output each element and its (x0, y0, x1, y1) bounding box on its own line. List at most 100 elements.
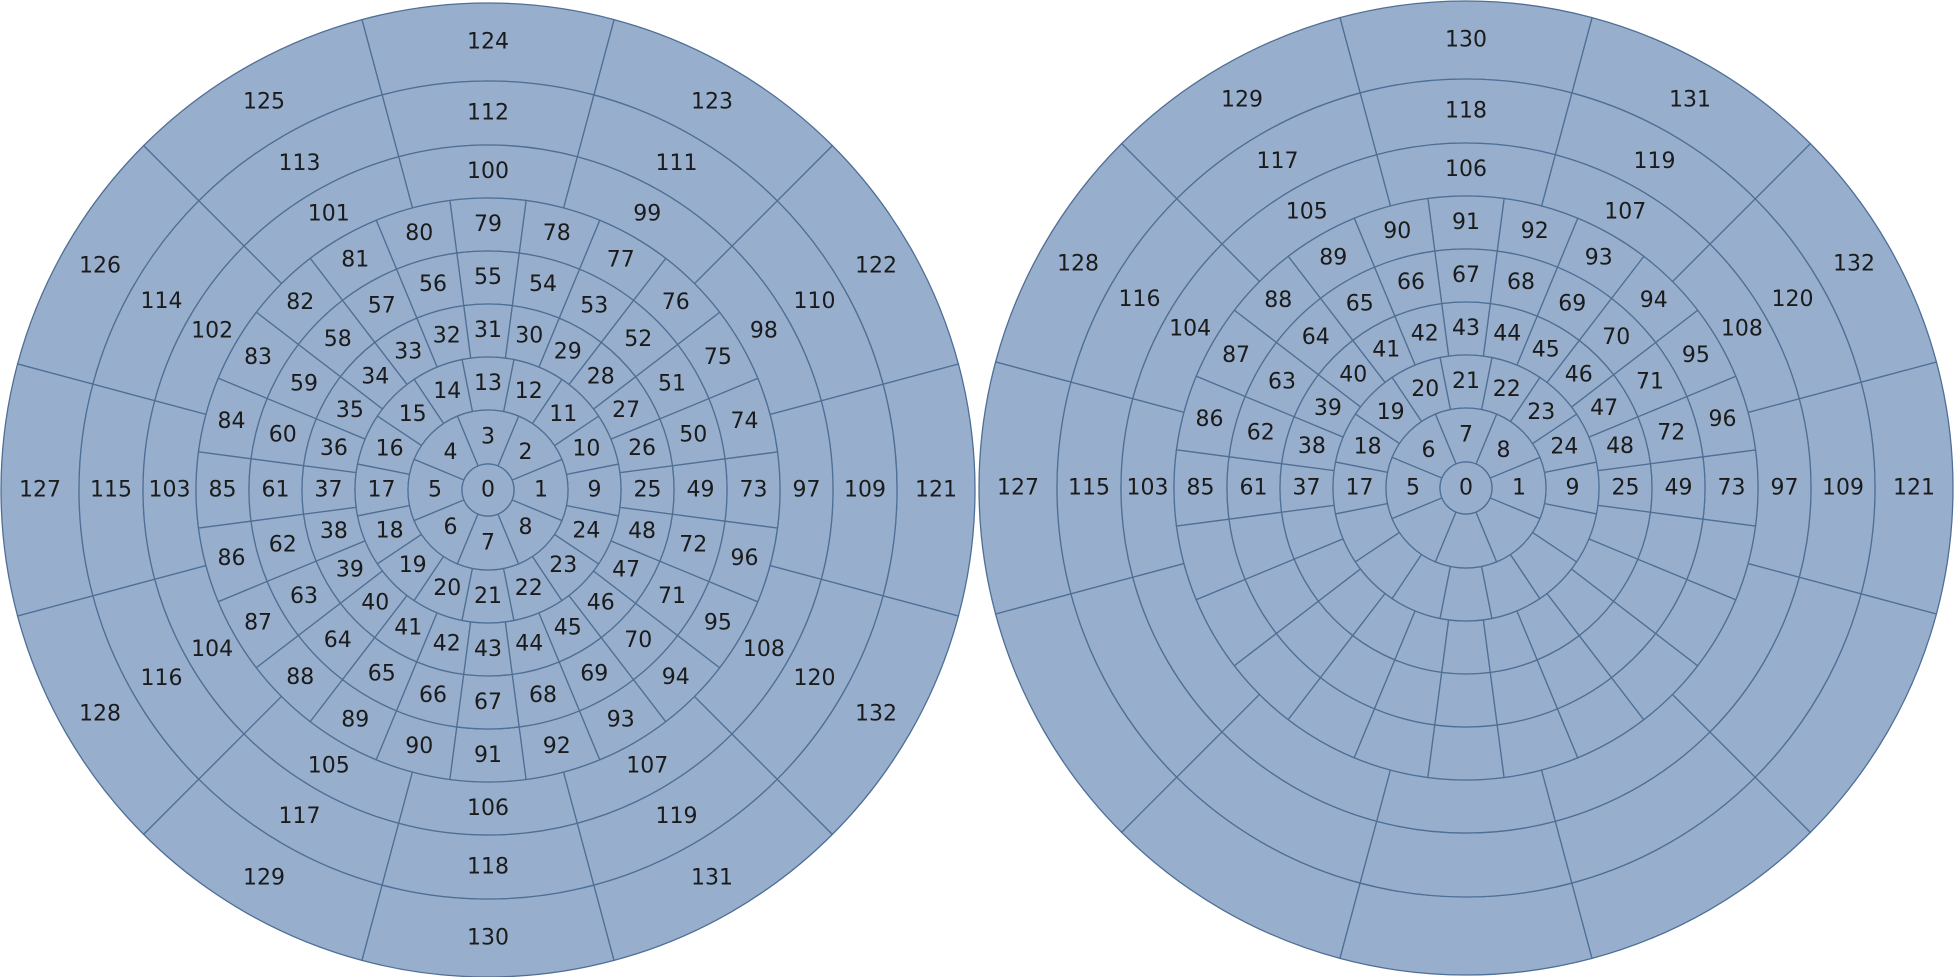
cell-label: 38 (320, 519, 348, 544)
cell-label: 48 (628, 519, 656, 544)
cell-label: 86 (1196, 407, 1224, 432)
cell-label: 18 (1354, 435, 1382, 460)
cell-label: 87 (244, 610, 272, 635)
cell-label: 55 (474, 265, 502, 290)
cell-label: 24 (1550, 435, 1578, 460)
cell-label: 18 (376, 518, 404, 543)
cell-label: 43 (474, 637, 502, 662)
cell-label: 70 (1602, 325, 1630, 350)
cell-label: 113 (279, 151, 321, 176)
cell-label: 104 (191, 637, 233, 662)
cell-label: 46 (587, 590, 615, 615)
cell-label: 43 (1452, 316, 1480, 341)
cell-label: 37 (1293, 476, 1321, 501)
cell-label: 132 (1833, 252, 1875, 277)
cell-label: 36 (320, 436, 348, 461)
cell-label: 45 (554, 616, 582, 641)
cell-label: 68 (529, 683, 557, 708)
cell-label: 31 (474, 318, 502, 343)
cell-label: 118 (467, 855, 509, 880)
cell-label: 127 (19, 478, 61, 503)
cell-label: 51 (658, 371, 686, 396)
cell-label: 6 (444, 515, 458, 540)
cell-label: 128 (1057, 252, 1099, 277)
cell-label: 93 (1585, 246, 1613, 271)
cell (1427, 724, 1505, 781)
cell-label: 97 (793, 478, 821, 503)
cell-label: 33 (394, 339, 422, 364)
cell (1434, 671, 1498, 728)
cell-label: 93 (607, 707, 635, 732)
cell-label: 0 (481, 478, 495, 503)
cell-label: 63 (1268, 369, 1296, 394)
cell-label: 89 (1319, 246, 1347, 271)
cell-label: 68 (1507, 270, 1535, 295)
cell-label: 60 (269, 423, 297, 448)
cell-label: 125 (243, 90, 285, 115)
cell-label: 8 (518, 515, 532, 540)
cell-label: 59 (290, 371, 318, 396)
cell-label: 80 (405, 221, 433, 246)
cell-label: 66 (1397, 270, 1425, 295)
cell-label: 1 (534, 478, 548, 503)
cell-label: 24 (572, 518, 600, 543)
cell-label: 40 (1339, 363, 1367, 388)
cell-label: 13 (474, 371, 502, 396)
cell-label: 129 (243, 865, 285, 890)
cell-label: 71 (658, 584, 686, 609)
cell-label: 38 (1298, 434, 1326, 459)
cell-label: 27 (612, 398, 640, 423)
cell-label: 1 (1512, 476, 1526, 501)
cell-label: 46 (1565, 363, 1593, 388)
cell-label: 17 (368, 478, 396, 503)
right-polar-grid: 1211221231241251261271281291301311321091… (978, 0, 1954, 976)
cell-label: 62 (269, 532, 297, 557)
cell-label: 3 (481, 425, 495, 450)
cell-label: 94 (1640, 288, 1668, 313)
cell-label: 91 (1452, 210, 1480, 235)
cell-label: 23 (1527, 400, 1555, 425)
cell-label: 95 (704, 610, 732, 635)
cell-label: 64 (1302, 325, 1330, 350)
cell-label: 107 (626, 753, 668, 778)
cell-label: 47 (612, 557, 640, 582)
cell-label: 25 (1612, 476, 1640, 501)
cell-label: 107 (1604, 200, 1646, 225)
cell-label: 96 (1708, 407, 1736, 432)
cell-label: 53 (580, 293, 608, 318)
cell-label: 16 (376, 437, 404, 462)
cell-label: 35 (336, 398, 364, 423)
cell-label: 118 (1445, 99, 1487, 124)
cell-label: 39 (336, 557, 364, 582)
cell-label: 115 (1068, 476, 1110, 501)
cell-label: 44 (1493, 321, 1521, 346)
cell-label: 19 (1377, 400, 1405, 425)
cell-label: 8 (1496, 438, 1510, 463)
cell-label: 37 (315, 478, 343, 503)
cell-label: 30 (515, 323, 543, 348)
cell-label: 34 (361, 365, 389, 390)
cell-label: 65 (1346, 291, 1374, 316)
cell-label: 117 (1257, 149, 1299, 174)
cell-label: 87 (1222, 343, 1250, 368)
cell-label: 114 (141, 289, 183, 314)
cell-label: 45 (1532, 337, 1560, 362)
cell-label: 61 (1240, 476, 1268, 501)
cell-label: 39 (1314, 396, 1342, 421)
ring-5: 7374757677787980818283848586878889909192… (1173, 195, 1759, 781)
cell-label: 61 (262, 478, 290, 503)
cell-label: 20 (1411, 377, 1439, 402)
cell-label: 77 (607, 248, 635, 273)
cell-label: 92 (1521, 219, 1549, 244)
cell-label: 84 (218, 409, 246, 434)
cell-label: 88 (286, 665, 314, 690)
cell-label: 105 (1286, 200, 1328, 225)
cell-label: 9 (1566, 476, 1580, 501)
cell-label: 2 (518, 440, 532, 465)
cell-label: 29 (554, 339, 582, 364)
